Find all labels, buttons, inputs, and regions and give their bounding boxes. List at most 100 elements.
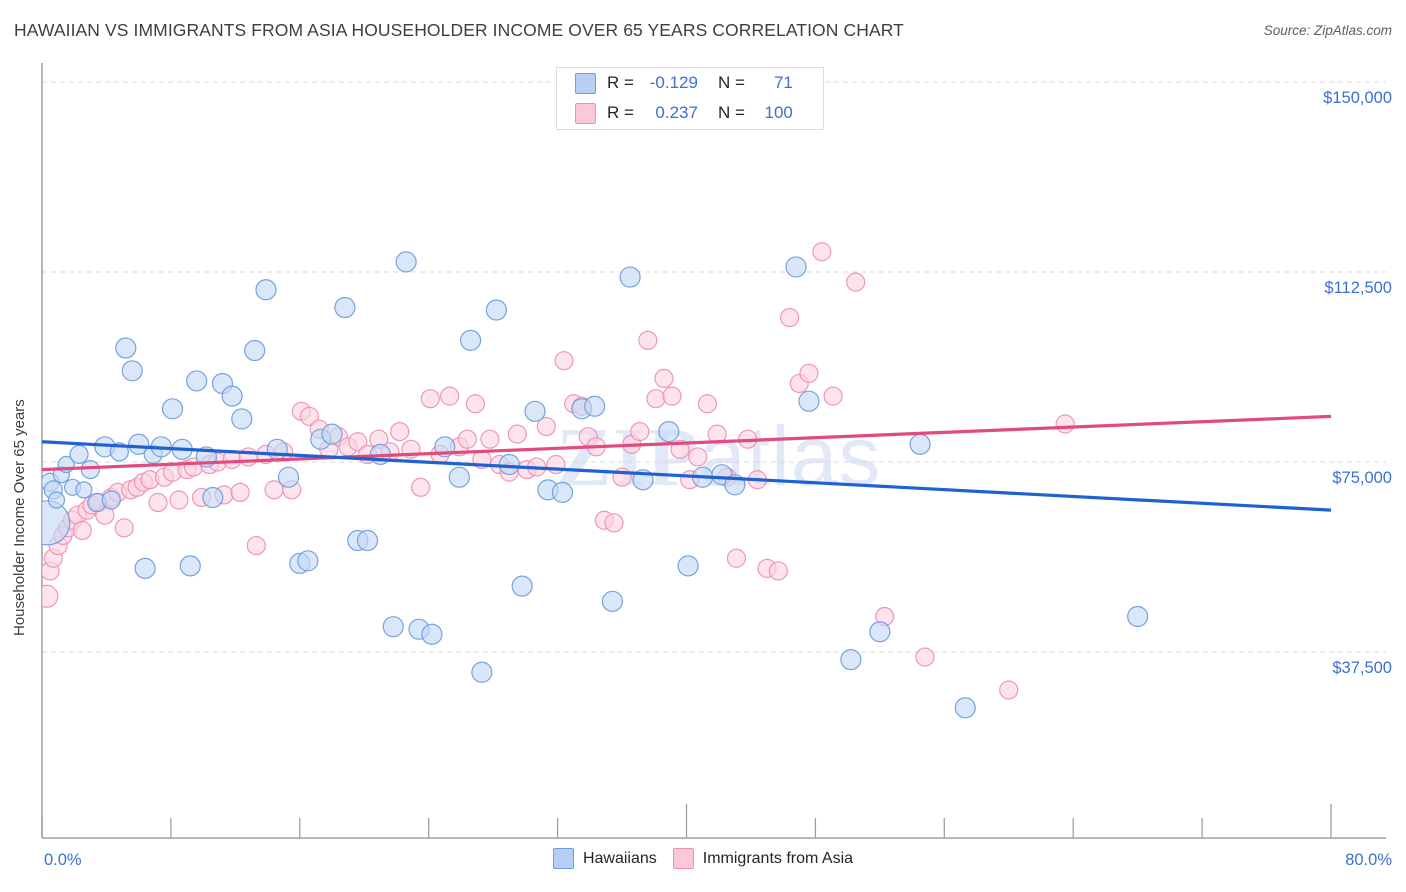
trendline-hawaiians xyxy=(42,440,1332,512)
scatter-point xyxy=(238,447,258,467)
trendline-immigrants-from-asia xyxy=(42,414,1332,472)
scatter-point xyxy=(507,424,527,444)
scatter-point xyxy=(465,394,486,414)
scatter-point xyxy=(75,481,93,499)
scatter-point xyxy=(440,386,460,406)
r-value-hawaiians: -0.129 xyxy=(649,73,698,92)
scatter-point xyxy=(134,557,156,580)
y-axis-tick-label: $150,000 xyxy=(1323,89,1392,107)
scatter-point xyxy=(42,500,71,546)
scatter-point xyxy=(662,386,682,406)
scatter-point xyxy=(812,242,832,262)
scatter-point xyxy=(179,555,201,577)
legend-label-hawaiians: Hawaiians xyxy=(582,849,657,867)
scatter-point xyxy=(448,466,470,488)
scatter-point xyxy=(457,429,477,449)
n-value-hawaiians: 71 xyxy=(773,73,793,92)
scatter-point xyxy=(658,421,680,443)
scatter-point xyxy=(297,550,319,572)
x-axis-tick-label-max: 80.0% xyxy=(1345,851,1392,869)
data-point-layer xyxy=(42,242,1149,719)
scatter-point xyxy=(785,256,807,278)
scatter-point xyxy=(421,623,443,645)
scatter-point xyxy=(221,385,243,407)
scatter-point xyxy=(420,389,440,409)
legend-swatch-immigrants-icon xyxy=(672,848,694,869)
r-label-immigrants: R = xyxy=(607,103,634,122)
scatter-point xyxy=(869,621,891,643)
scatter-point xyxy=(630,422,650,442)
scatter-point xyxy=(121,360,143,382)
scatter-point xyxy=(230,482,250,502)
scatter-point xyxy=(114,518,134,538)
trendline-layer xyxy=(42,414,1332,512)
scatter-point xyxy=(909,433,931,455)
scatter-point xyxy=(47,491,66,509)
legend-item-hawaiians[interactable]: Hawaiians xyxy=(552,848,657,869)
scatter-point xyxy=(915,647,935,667)
scatter-point xyxy=(688,447,708,467)
scatter-point xyxy=(480,429,500,449)
series-swatch-blue-icon xyxy=(575,72,596,94)
scatter-point xyxy=(266,438,288,460)
stats-row-immigrants-from-asia: R = 0.237 N = 100 xyxy=(557,98,823,128)
y-axis-tick-label: $37,500 xyxy=(1332,659,1392,677)
scatter-point xyxy=(601,590,623,612)
n-value-immigrants: 100 xyxy=(764,103,793,122)
y-axis-tick-label: $75,000 xyxy=(1332,469,1392,487)
scatter-point xyxy=(72,520,92,541)
scatter-point xyxy=(299,406,320,426)
scatter-point xyxy=(780,308,800,328)
scatter-point xyxy=(823,386,843,406)
scatter-point xyxy=(654,368,674,388)
scatter-point xyxy=(169,490,189,510)
stats-row-hawaiians: R = -0.129 N = 71 xyxy=(557,68,823,98)
y-axis-tick-label: $112,500 xyxy=(1324,279,1392,297)
scatter-point xyxy=(246,535,266,556)
scatter-point xyxy=(115,337,137,359)
scatter-point xyxy=(554,351,574,371)
scatter-point xyxy=(459,329,482,351)
scatter-point xyxy=(348,432,368,452)
scatter-point xyxy=(954,697,976,719)
scatter-point xyxy=(390,422,410,442)
scatter-point xyxy=(524,400,546,422)
scatter-point xyxy=(69,444,89,464)
scatter-point xyxy=(619,266,641,288)
n-label-hawaiians: N = xyxy=(717,73,745,92)
page-title: HAWAIIAN VS IMMIGRANTS FROM ASIA HOUSEHO… xyxy=(14,20,904,40)
scatter-point xyxy=(42,584,59,608)
scatter-point xyxy=(485,299,507,321)
scatter-point xyxy=(395,251,417,273)
scatter-point xyxy=(768,561,788,581)
x-axis-tick-label-min: 0.0% xyxy=(44,851,82,869)
scatter-point xyxy=(677,555,699,577)
scatter-point xyxy=(604,513,624,533)
scatter-point xyxy=(1055,414,1075,434)
source-attribution: Source: ZipAtlas.com xyxy=(1263,23,1392,38)
scatter-point xyxy=(321,423,343,445)
scatter-point xyxy=(231,408,253,430)
scatter-point xyxy=(511,575,533,597)
scatter-point xyxy=(638,330,658,350)
scatter-point xyxy=(101,490,121,510)
legend-item-immigrants-from-asia[interactable]: Immigrants from Asia xyxy=(672,848,854,869)
scatter-point xyxy=(255,279,277,301)
scatter-point xyxy=(1127,605,1149,628)
scatter-point xyxy=(551,481,574,503)
scatter-point xyxy=(798,390,820,412)
series-swatch-pink-icon xyxy=(575,102,596,124)
scatter-point xyxy=(799,363,819,383)
scatter-point xyxy=(148,492,168,513)
scatter-point xyxy=(471,661,493,683)
chart-legend: Hawaiians Immigrants from Asia xyxy=(0,848,1406,869)
scatter-point xyxy=(411,477,431,497)
n-label-immigrants: N = xyxy=(717,103,745,122)
r-label-hawaiians: R = xyxy=(607,73,634,92)
scatter-point xyxy=(536,416,556,437)
scatter-point xyxy=(334,296,356,319)
legend-label-immigrants-from-asia: Immigrants from Asia xyxy=(702,849,854,867)
scatter-point xyxy=(80,460,100,480)
scatter-point xyxy=(277,466,300,488)
